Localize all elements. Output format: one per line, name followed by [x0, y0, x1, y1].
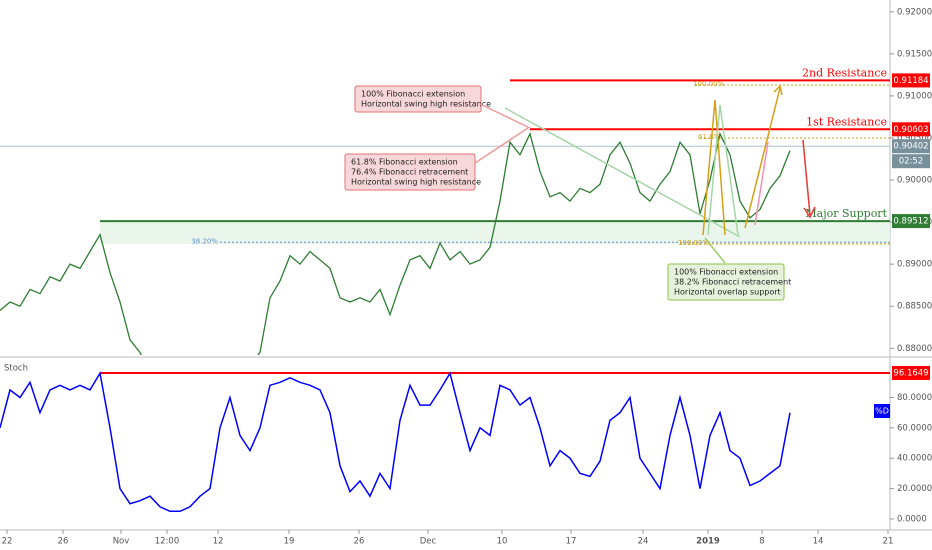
x-tick-label: 12:00 — [155, 537, 180, 547]
series-name: %D — [875, 407, 889, 416]
level-label: Major Support — [805, 207, 887, 220]
y-tick-label: 0.89000 — [897, 260, 932, 270]
countdown: 02:52 — [899, 157, 924, 167]
x-tick-label: 21 — [883, 537, 894, 547]
annotation-text: 38.2% Fibonacci retracement — [674, 278, 791, 287]
level-label: 2nd Resistance — [802, 66, 887, 79]
annotation-text: Horizontal swing high resistance — [361, 100, 491, 109]
trend-line — [504, 107, 741, 238]
x-tick-label: 26 — [354, 537, 365, 547]
x-tick-label: 14 — [813, 537, 824, 547]
fib-label: 38.20% — [191, 237, 218, 245]
fib-label: 100.00% — [678, 239, 709, 247]
drawings — [474, 84, 816, 264]
annotation-text: 76.4% Fibonacci retracement — [351, 168, 468, 177]
level-value-box — [892, 214, 930, 229]
arrow-head — [773, 84, 783, 96]
drop-arrow — [802, 139, 811, 216]
support-zone — [100, 221, 890, 244]
annotation-box — [344, 153, 476, 191]
x-tick-label: 24 — [638, 537, 649, 547]
current-price: 0.90402 — [893, 142, 928, 152]
x-tick-label: 2019 — [696, 537, 720, 547]
fib-label: 61.8% — [698, 133, 721, 141]
fib-arrow — [707, 104, 739, 236]
level-label: 1st Resistance — [806, 115, 887, 128]
callout — [479, 103, 531, 129]
y-tick-label: 0.91500 — [897, 49, 932, 59]
current-price-box — [892, 139, 930, 154]
indicator-title: Stoch — [4, 364, 28, 374]
y-tick-label: 0.92000 — [897, 7, 932, 17]
x-tick-label: 10 — [497, 537, 508, 547]
projection-arrow — [744, 87, 781, 229]
level-value: 0.90603 — [893, 125, 928, 135]
y-tick-label: 0.88500 — [897, 302, 932, 312]
annotation-box — [354, 85, 482, 113]
callout — [474, 127, 529, 164]
x-tick-label: Dec — [420, 537, 437, 547]
annotation-text: 100% Fibonacci extension — [361, 90, 465, 99]
y-tick-label: 60.0000 — [897, 423, 932, 433]
countdown-box — [892, 154, 930, 169]
annotation-box — [667, 263, 785, 301]
series-name-box — [874, 404, 890, 418]
annotation-text: 61.8% Fibonacci extension — [351, 158, 458, 167]
stoch-level-value: 96.1649 — [893, 368, 928, 378]
y-tick-label: 40.0000 — [897, 454, 932, 464]
level-value: 0.89512 — [893, 217, 928, 227]
x-tick-label: Nov — [113, 537, 130, 547]
arrow-head — [803, 206, 816, 219]
y-tick-label: 0.90500 — [897, 133, 932, 143]
fib-label: 100.00% — [693, 80, 724, 88]
fib-arrow — [702, 99, 726, 236]
annotation-text: Horizontal swing high resistance — [351, 178, 481, 187]
x-tick-label: 22 — [2, 537, 13, 547]
stoch-line — [0, 371, 791, 513]
y-tick-label: 0.88000 — [897, 344, 932, 354]
y-tick-label: 0.0000 — [897, 514, 927, 524]
price-line — [0, 131, 791, 355]
y-tick-label: 0.91000 — [897, 91, 932, 101]
projection-arrow — [754, 141, 769, 226]
x-tick-label: 26 — [58, 537, 69, 547]
annotation-text: 100% Fibonacci extension — [674, 268, 778, 277]
level-value: 0.91184 — [893, 76, 928, 86]
x-tick-label: 12 — [213, 537, 224, 547]
y-tick-label: 0.90000 — [897, 176, 932, 186]
x-tick-label: 8 — [759, 537, 764, 547]
callout — [704, 237, 726, 264]
level-value-box — [892, 73, 930, 88]
y-tick-label: 80.0000 — [897, 393, 932, 403]
annotation-text: Horizontal overlap support — [674, 288, 781, 297]
stoch-level-box — [892, 365, 930, 380]
x-tick-label: 19 — [284, 537, 295, 547]
x-tick-label: 17 — [566, 537, 577, 547]
y-tick-label: 20.0000 — [897, 484, 932, 494]
level-value-box — [892, 122, 930, 137]
